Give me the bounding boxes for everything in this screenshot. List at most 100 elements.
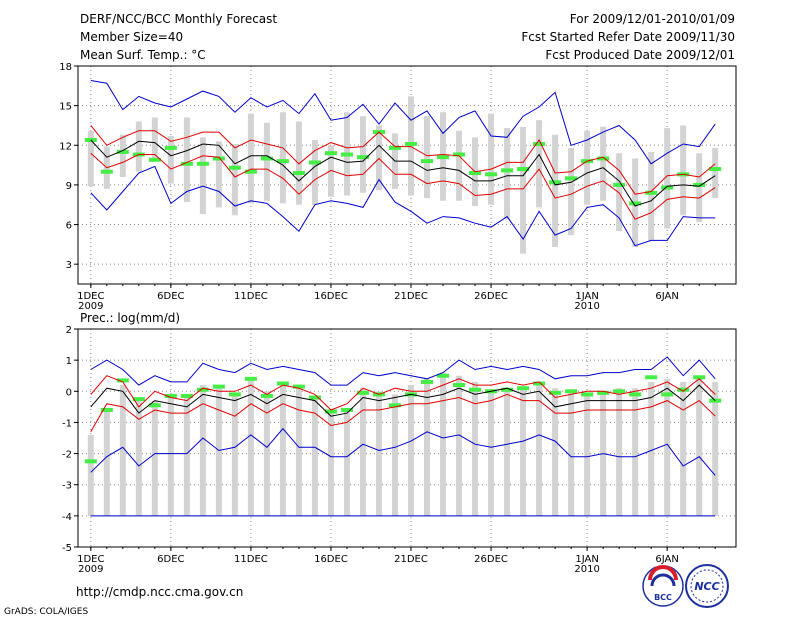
prec-xtick-label: 1JAN	[575, 554, 598, 565]
bcc-logo: BCC	[642, 565, 684, 607]
prec-ensemble-box	[568, 391, 575, 516]
prec-series-mean	[90, 384, 716, 417]
prec-observed-marker	[324, 409, 337, 414]
prec-observed-marker	[132, 397, 145, 402]
forecast-period: For 2009/12/01-2010/01/09	[570, 12, 735, 26]
prec-observed-marker	[549, 390, 562, 395]
temp-ensemble-box	[424, 116, 431, 199]
temp-ytick-label: 15	[59, 102, 72, 113]
prec-ensemble-box	[440, 372, 447, 516]
prec-ensemble-box	[520, 388, 527, 516]
prec-ensemble-box	[263, 391, 270, 516]
temp-ensemble-box	[263, 122, 270, 201]
prec-ytick-label: -5	[62, 543, 72, 554]
prec-observed-marker	[517, 386, 530, 391]
prec-xtick-label: 26DEC	[474, 554, 508, 565]
temp-observed-marker	[356, 155, 369, 160]
temp-xtick-label: 6DEC	[157, 291, 184, 302]
temp-observed-marker	[244, 169, 257, 174]
temp-observed-marker	[260, 156, 273, 161]
prec-ytick-label: -4	[62, 512, 72, 523]
prec-observed-marker	[581, 392, 594, 397]
prec-ensemble-box	[616, 388, 623, 516]
temp-observed-marker	[469, 171, 482, 176]
prec-ytick-label: -3	[62, 481, 72, 492]
prec-ensemble-box	[231, 394, 238, 516]
prec-ytick-label: -2	[62, 450, 72, 461]
temp-ensemble-box	[504, 128, 511, 220]
prec-observed-marker	[533, 381, 546, 386]
prec-observed-marker	[661, 392, 674, 397]
temp-observed-marker	[533, 141, 546, 146]
prec-ensemble-box	[199, 385, 206, 516]
temp-ensemble-box	[215, 141, 222, 208]
temp-xtick-label: 16DEC	[314, 291, 348, 302]
temp-xtick-label: 1JAN	[575, 291, 598, 302]
temp-observed-marker	[549, 180, 562, 185]
temp-ensemble-box	[199, 137, 206, 214]
prec-ensemble-box	[183, 394, 190, 516]
temp-ensemble-box	[584, 130, 591, 205]
prec-observed-marker	[597, 390, 610, 395]
prec-observed-marker	[501, 387, 514, 392]
prec-ytick-label: 1	[66, 356, 72, 367]
temp-ensemble-box	[167, 136, 174, 184]
temp-observed-marker	[565, 176, 578, 181]
temp-xtick-label: 21DEC	[394, 291, 428, 302]
prec-observed-marker	[308, 395, 321, 400]
prec-plot-frame	[77, 328, 737, 548]
variable-label: Mean Surf. Temp.: °C	[80, 48, 206, 62]
prec-observed-marker	[469, 387, 482, 392]
prec-xtick-label: 16DEC	[314, 554, 348, 565]
temp-xtick-year: 2009	[78, 301, 103, 312]
prec-ensemble-box	[167, 394, 174, 516]
temp-ensemble-box	[151, 117, 158, 160]
temp-series-mean	[90, 139, 716, 207]
bcc-logo-text: BCC	[654, 593, 672, 602]
temp-observed-marker	[212, 156, 225, 161]
temp-observed-marker	[693, 182, 706, 187]
prec-ensemble-box	[552, 388, 559, 516]
temp-ensemble-box	[311, 139, 318, 205]
temp-observed-marker	[485, 172, 498, 177]
temp-ensemble-box	[664, 128, 671, 229]
prec-observed-marker	[437, 373, 450, 378]
prec-series-lower	[90, 393, 716, 433]
temp-ensemble-box	[600, 126, 607, 201]
prec-series-upper	[90, 375, 716, 411]
temp-observed-marker	[180, 161, 193, 166]
prec-observed-marker	[292, 384, 305, 389]
temp-ensemble-box	[536, 120, 543, 208]
temp-ensemble-box	[680, 125, 687, 216]
temp-series-max	[90, 80, 716, 165]
prec-ensemble-box	[119, 385, 126, 516]
prec-series-max	[90, 356, 716, 386]
prec-ensemble-box	[327, 409, 334, 516]
temp-observed-marker	[421, 159, 434, 164]
prec-observed-marker	[629, 392, 642, 397]
temp-ensemble-box	[712, 147, 719, 199]
prec-ytick-label: 2	[66, 325, 72, 336]
prec-ensemble-box	[343, 409, 350, 516]
temp-ensemble-box	[247, 113, 254, 204]
temp-series-upper	[90, 125, 716, 195]
prec-observed-marker	[565, 389, 578, 394]
temp-observed-marker	[116, 149, 129, 154]
temp-series-min	[90, 165, 716, 247]
temp-xtick-label: 26DEC	[474, 291, 508, 302]
temp-ensemble-box	[295, 121, 302, 205]
temp-plot-frame	[77, 65, 737, 285]
prec-ensemble-box	[664, 378, 671, 516]
temp-observed-marker	[228, 165, 241, 170]
temp-observed-marker	[388, 145, 401, 150]
temp-ytick-label: 9	[66, 181, 72, 192]
temp-observed-marker	[324, 151, 337, 156]
prec-observed-marker	[677, 387, 690, 392]
prec-ensemble-box	[504, 391, 511, 516]
temp-ensemble-box	[359, 116, 366, 193]
prec-observed-marker	[356, 390, 369, 395]
temp-ensemble-box	[119, 134, 126, 177]
prec-observed-marker	[164, 393, 177, 398]
prec-ensemble-box	[424, 378, 431, 516]
